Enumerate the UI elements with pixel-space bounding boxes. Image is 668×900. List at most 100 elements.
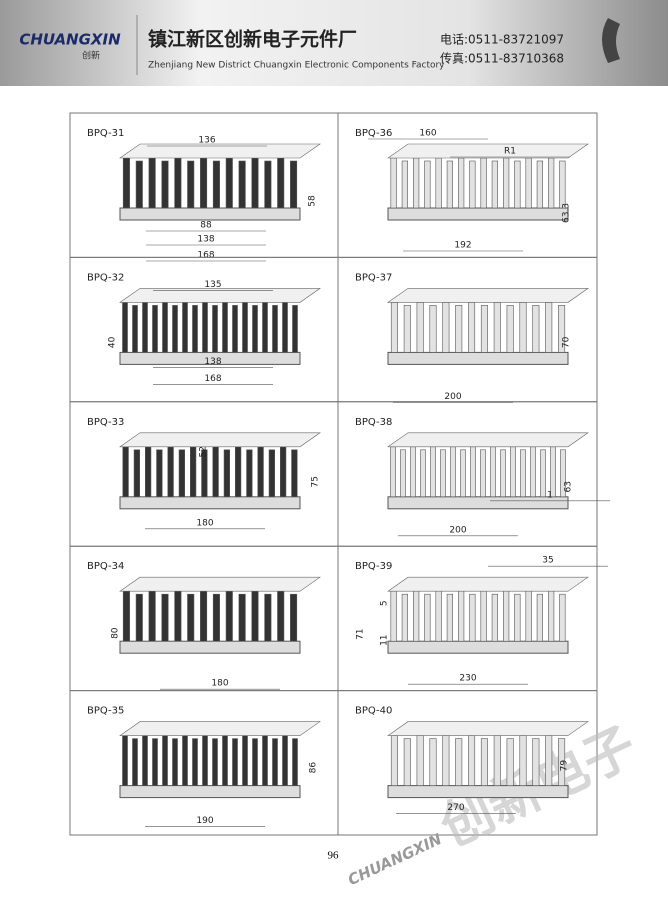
heatsink-fin xyxy=(520,449,526,498)
heatsink-fin xyxy=(292,738,298,786)
heatsink-fin xyxy=(446,593,453,642)
heatsink-fin xyxy=(390,157,397,209)
dimension-label: 138 xyxy=(204,357,221,367)
dimension-label: 70 xyxy=(562,336,572,348)
heatsink-fin xyxy=(162,302,168,353)
heatsink-fin xyxy=(282,735,288,786)
heatsink-fin xyxy=(446,160,453,209)
heatsink-fin xyxy=(532,305,540,353)
heatsink-fin xyxy=(252,738,258,786)
heatsink-fin xyxy=(235,446,242,498)
dimension-label: 86 xyxy=(309,762,319,774)
heatsink-fin xyxy=(132,738,138,786)
product-code: BPQ-37 xyxy=(355,272,392,283)
heatsink-fin xyxy=(500,449,506,498)
heatsink-fin xyxy=(192,305,198,353)
heatsink-fin xyxy=(548,590,555,642)
heatsink-fin xyxy=(545,302,553,353)
heatsink-fin xyxy=(238,160,246,209)
heatsink-fin xyxy=(135,160,143,209)
heatsink-fin xyxy=(493,735,501,786)
heatsink-fin xyxy=(469,160,476,209)
product-table xyxy=(69,112,598,836)
heatsink-fin xyxy=(410,446,416,498)
phone-icon xyxy=(602,18,620,63)
heatsink-fin xyxy=(277,590,285,642)
heatsink-fin xyxy=(545,735,553,786)
heatsink-fin xyxy=(490,446,496,498)
heatsink-fin xyxy=(272,738,278,786)
product-code: BPQ-32 xyxy=(87,272,124,283)
heatsink-fin xyxy=(401,593,408,642)
heatsink-fin xyxy=(122,735,128,786)
heatsink-fin xyxy=(400,449,406,498)
heatsink-base xyxy=(119,207,301,221)
heatsink-fin xyxy=(268,449,275,498)
product-code: BPQ-35 xyxy=(87,706,124,717)
heatsink-fin xyxy=(390,446,396,498)
heatsink-fin xyxy=(161,593,169,642)
heatsink-top xyxy=(387,721,589,736)
dimension-label: 168 xyxy=(204,374,221,384)
heatsink-base xyxy=(387,496,569,510)
heatsink-base xyxy=(387,207,569,221)
dimension-label: 230 xyxy=(459,674,476,684)
heatsink-top xyxy=(387,288,589,303)
heatsink-fin xyxy=(525,157,532,209)
heatsink-fin xyxy=(232,738,238,786)
dimension-label: 52 xyxy=(199,446,209,457)
product-code: BPQ-33 xyxy=(87,417,124,428)
heatsink-fin xyxy=(558,305,566,353)
heatsink-fin xyxy=(122,302,128,353)
heatsink-fin xyxy=(156,449,163,498)
heatsink-fin xyxy=(225,157,233,209)
heatsink-fin xyxy=(262,302,268,353)
dimension-label: 88 xyxy=(200,221,212,231)
heatsink-fin xyxy=(548,157,555,209)
heatsink-fin xyxy=(420,449,426,498)
product-code: BPQ-39 xyxy=(355,561,392,572)
heatsink-fin xyxy=(468,735,476,786)
dimension-label: 63.3 xyxy=(562,203,572,223)
heatsink-fin xyxy=(212,160,220,209)
dimension-label: 192 xyxy=(454,241,471,251)
heatsink-fin xyxy=(416,735,424,786)
heatsink-fin xyxy=(560,449,566,498)
heatsink-fin xyxy=(424,160,431,209)
heatsink-fin xyxy=(525,590,532,642)
dimension-label: 5 xyxy=(380,600,390,606)
dimension-label: 180 xyxy=(211,679,228,689)
heatsink-fin xyxy=(135,593,143,642)
heatsink-fin xyxy=(442,735,450,786)
heatsink-fin xyxy=(480,157,487,209)
heatsink-fin xyxy=(242,302,248,353)
dimension-label: 40 xyxy=(108,336,118,348)
heatsink-fin xyxy=(455,305,463,353)
heatsink-fin xyxy=(292,305,298,353)
dimension-label: 75 xyxy=(311,476,321,487)
heatsink-fin xyxy=(148,157,156,209)
heatsink-top xyxy=(119,721,321,736)
heatsink-fin xyxy=(174,590,182,642)
heatsink-fin xyxy=(455,738,463,786)
heatsink-fin xyxy=(272,305,278,353)
heatsink-fin xyxy=(536,593,543,642)
heatsink-fin xyxy=(200,157,208,209)
heatsink-fin xyxy=(430,446,436,498)
fax: 传真:0511-83710368 xyxy=(440,51,564,66)
heatsink-fin xyxy=(212,593,220,642)
dimension-label: 63 xyxy=(564,481,574,492)
heatsink-fin xyxy=(212,738,218,786)
heatsink-fin xyxy=(122,446,129,498)
dimension-label: 180 xyxy=(196,518,213,528)
heatsink-fin xyxy=(480,305,488,353)
heatsink-fin xyxy=(212,305,218,353)
heatsink-top xyxy=(119,432,321,448)
product-code: BPQ-36 xyxy=(355,128,392,139)
dimension-label: 160 xyxy=(419,129,436,139)
heatsink-fin xyxy=(460,449,466,498)
heatsink-fin xyxy=(202,302,208,353)
heatsink-fin xyxy=(225,590,233,642)
heatsink-fin xyxy=(290,593,298,642)
heatsink-fin xyxy=(480,738,488,786)
